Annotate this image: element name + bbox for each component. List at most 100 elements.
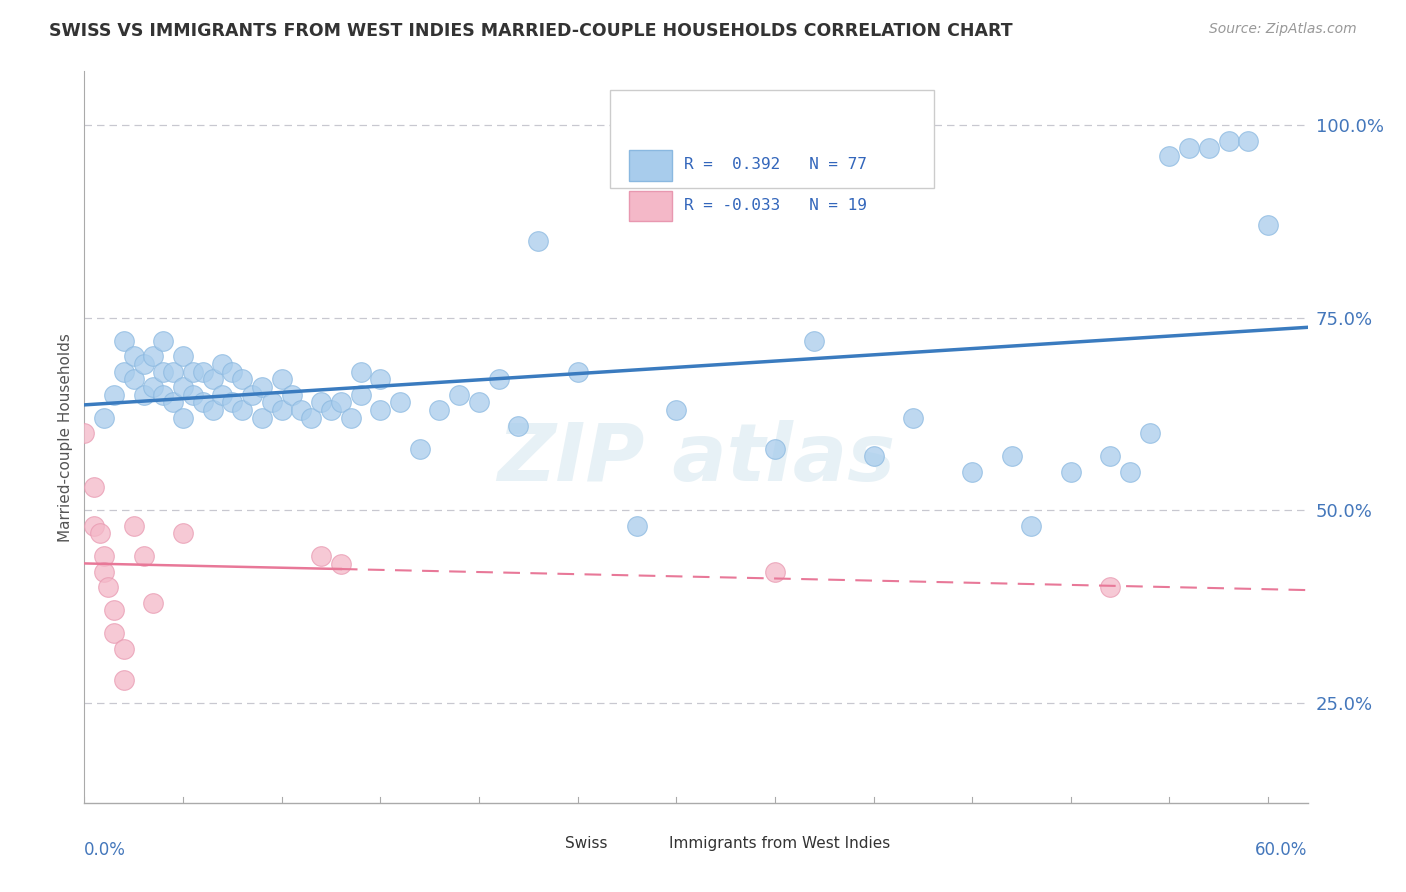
Point [112,365,135,379]
Point [132,549,155,564]
Point [1198,141,1220,155]
Text: ZIP atlas: ZIP atlas [496,420,896,498]
Point [93,565,115,579]
Point [122,518,145,533]
FancyBboxPatch shape [610,90,935,188]
Point [1001,450,1024,464]
Point [960,465,983,479]
Point [1178,141,1201,155]
Point [368,403,391,417]
FancyBboxPatch shape [628,191,672,221]
Point [250,410,273,425]
Point [901,410,924,425]
Point [142,349,165,363]
Text: 60.0%: 60.0% [1256,841,1308,859]
Point [488,372,510,386]
Point [172,526,194,541]
Point [280,388,302,402]
Point [83,518,105,533]
Point [862,450,884,464]
Point [803,334,825,348]
Point [132,388,155,402]
Point [172,410,194,425]
Point [1099,450,1122,464]
Point [290,403,312,417]
Point [122,349,145,363]
Point [231,372,253,386]
Point [172,380,194,394]
Point [201,403,224,417]
Point [152,388,174,402]
Point [1257,219,1279,233]
Point [240,388,263,402]
Point [270,403,292,417]
Text: Source: ZipAtlas.com: Source: ZipAtlas.com [1209,22,1357,37]
Point [93,410,115,425]
FancyBboxPatch shape [531,836,558,852]
Text: Immigrants from West Indies: Immigrants from West Indies [669,837,890,851]
Point [142,380,165,394]
Point [626,518,648,533]
Point [449,388,471,402]
Point [122,372,145,386]
Point [429,403,451,417]
Point [89,526,111,541]
Point [211,388,233,402]
Point [221,395,243,409]
Point [368,372,391,386]
Point [162,395,184,409]
Text: R =  0.392   N = 77: R = 0.392 N = 77 [683,158,866,172]
Point [567,365,589,379]
Point [339,410,361,425]
Point [409,442,432,456]
FancyBboxPatch shape [636,836,662,852]
Point [162,365,184,379]
Point [201,372,224,386]
Point [103,603,125,617]
Y-axis label: Married-couple Households: Married-couple Households [58,333,73,541]
Point [389,395,412,409]
Point [181,365,204,379]
Text: SWISS VS IMMIGRANTS FROM WEST INDIES MARRIED-COUPLE HOUSEHOLDS CORRELATION CHART: SWISS VS IMMIGRANTS FROM WEST INDIES MAR… [49,22,1012,40]
Point [508,418,530,433]
Point [1159,149,1181,163]
Point [103,388,125,402]
Point [309,549,332,564]
Point [329,395,352,409]
Point [132,357,155,371]
Point [349,365,371,379]
Point [763,565,786,579]
Point [309,395,332,409]
Point [1060,465,1083,479]
Point [112,334,135,348]
Point [665,403,688,417]
Point [329,557,352,571]
Point [73,426,96,441]
Text: 0.0%: 0.0% [84,841,127,859]
Point [191,395,214,409]
Point [152,334,174,348]
Point [1119,465,1142,479]
Point [1139,426,1161,441]
Point [93,549,115,564]
Point [349,388,371,402]
Point [191,365,214,379]
Point [211,357,233,371]
Point [1218,134,1240,148]
Point [270,372,292,386]
Point [1099,580,1122,594]
Point [468,395,491,409]
Point [112,641,135,656]
Text: R = -0.033   N = 19: R = -0.033 N = 19 [683,198,866,212]
Point [172,349,194,363]
FancyBboxPatch shape [628,151,672,181]
Point [763,442,786,456]
Point [152,365,174,379]
Point [103,626,125,640]
Point [83,480,105,494]
Text: Swiss: Swiss [565,837,607,851]
Point [112,673,135,687]
Point [221,365,243,379]
Point [527,234,550,248]
Point [231,403,253,417]
